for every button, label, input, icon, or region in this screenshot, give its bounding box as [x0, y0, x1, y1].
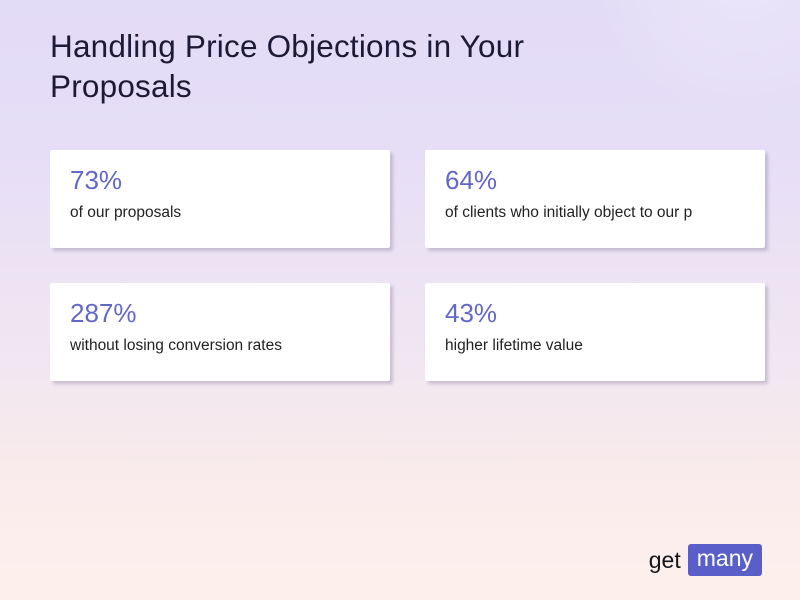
stat-label: higher lifetime value: [445, 337, 583, 354]
logo-suffix: many: [687, 544, 762, 576]
stat-card-proposals: 73% of our proposals: [50, 150, 390, 248]
stat-value: 287%: [70, 298, 137, 328]
stat-value: 43%: [445, 298, 498, 328]
stat-value: 64%: [445, 165, 498, 195]
logo-prefix: get: [648, 546, 681, 573]
stats-grid: 73% of our proposals 64% of clients who …: [50, 150, 765, 381]
stat-label: without losing conversion rates: [70, 337, 282, 354]
slide-title: Handling Price Objections in Your Propos…: [50, 28, 525, 104]
stat-card-conversion-rates: 287% without losing conversion rates: [50, 283, 390, 381]
stat-label: of our proposals: [70, 204, 182, 221]
stat-label: of clients who initially object to our p: [445, 204, 693, 221]
stat-card-lifetime-value: 43% higher lifetime value: [425, 283, 765, 381]
getmany-logo: get many: [649, 544, 762, 576]
stat-card-clients-object: 64% of clients who initially object to o…: [425, 150, 765, 248]
stat-value: 73%: [70, 165, 123, 195]
